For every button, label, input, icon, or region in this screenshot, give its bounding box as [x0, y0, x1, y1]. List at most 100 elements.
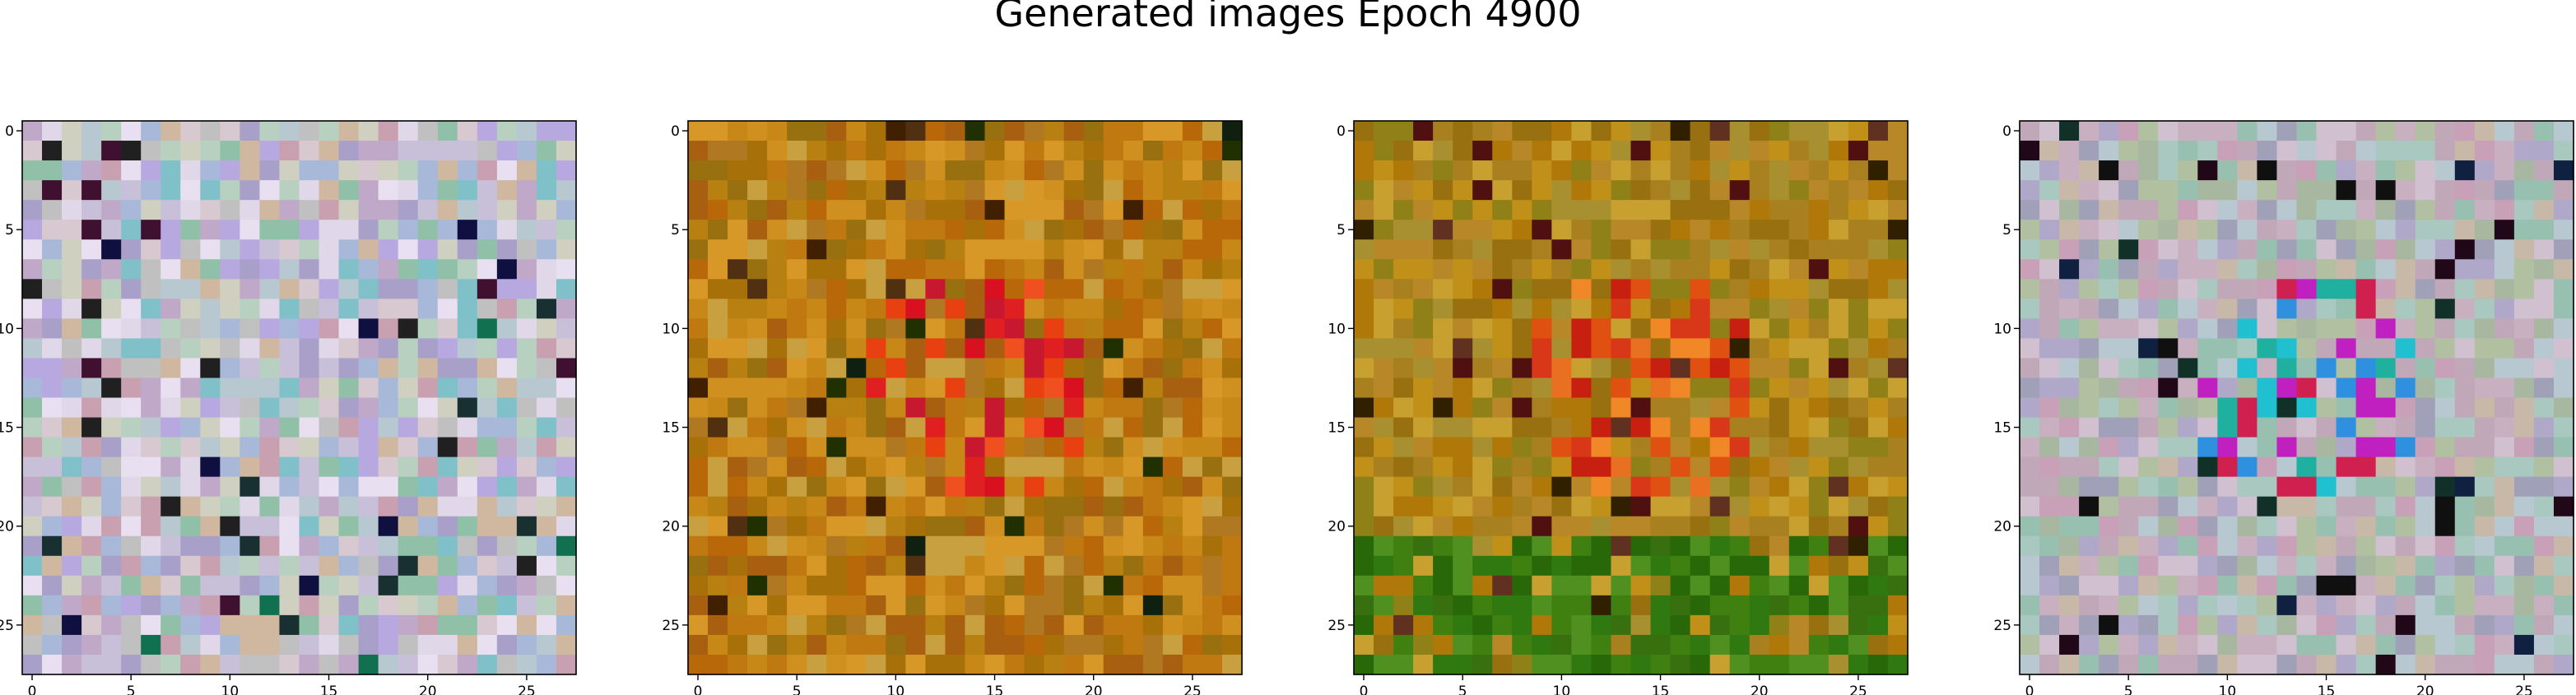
pixel: [2118, 338, 2139, 359]
pixel: [1374, 239, 1394, 260]
pixel: [160, 279, 181, 299]
pixel: [62, 220, 82, 240]
pixel: [2514, 318, 2535, 339]
pixel: [1123, 576, 1144, 596]
pixel: [2356, 497, 2377, 517]
pixel: [2416, 180, 2436, 201]
pixel: [2514, 141, 2535, 161]
pixel: [497, 338, 518, 359]
pixel: [517, 615, 537, 636]
pixel: [2337, 477, 2357, 498]
pixel: [1750, 635, 1770, 656]
pixel: [866, 279, 886, 299]
pixel: [497, 378, 518, 398]
pixel: [2059, 121, 2080, 141]
pixel: [1104, 180, 1124, 201]
pixel: [1005, 160, 1025, 181]
pixel: [767, 318, 788, 339]
pixel: [2276, 595, 2297, 616]
pixel: [2158, 318, 2178, 339]
pixel: [2217, 438, 2238, 458]
pixel: [220, 418, 240, 438]
pixel: [2039, 497, 2060, 517]
pixel: [1551, 299, 1572, 319]
pixel: [477, 556, 498, 577]
pixel: [1005, 121, 1025, 141]
pixel: [1710, 358, 1731, 378]
pixel: [497, 180, 518, 201]
pixel: [2276, 536, 2297, 557]
pixel: [1044, 655, 1065, 675]
pixel: [2118, 418, 2139, 438]
pixel: [1868, 318, 1889, 339]
pixel: [1492, 615, 1513, 636]
pixel: [1433, 418, 1453, 438]
pixel: [477, 595, 498, 616]
pixel: [1084, 259, 1104, 280]
pixel: [1005, 338, 1025, 359]
pixel: [1064, 318, 1085, 339]
pixel: [2237, 497, 2257, 517]
pixel: [418, 160, 439, 181]
pixel: [438, 318, 458, 339]
pixel: [1769, 259, 1790, 280]
pixel: [1044, 418, 1065, 438]
pixel: [477, 536, 498, 557]
pixel: [1551, 517, 1572, 537]
pixel: [1222, 635, 1243, 656]
pixel: [1710, 477, 1731, 498]
pixel: [1769, 477, 1790, 498]
pixel: [787, 477, 807, 498]
pixel: [1571, 358, 1592, 378]
pixel: [200, 517, 221, 537]
pixel: [1222, 497, 1243, 517]
pixel: [2217, 576, 2238, 596]
pixel: [1512, 497, 1532, 517]
pixel: [2276, 160, 2297, 181]
pixel: [866, 398, 886, 419]
pixel: [160, 615, 181, 636]
pixel: [300, 259, 320, 280]
pixel: [728, 338, 748, 359]
pixel: [985, 279, 1006, 299]
pixel: [1123, 299, 1144, 319]
pixel: [2020, 536, 2040, 557]
pixel: [2276, 457, 2297, 478]
pixel: [747, 318, 768, 339]
pixel: [180, 595, 201, 616]
pixel: [2455, 576, 2476, 596]
pixel: [1512, 259, 1532, 280]
pixel: [2514, 220, 2535, 240]
pixel: [398, 239, 419, 260]
pixel: [1005, 318, 1025, 339]
pixel: [1730, 418, 1751, 438]
y-tick-label: 20: [1328, 519, 1346, 535]
pixel: [2297, 457, 2318, 478]
pixel: [458, 517, 478, 537]
pixel: [965, 576, 986, 596]
pixel: [239, 457, 260, 478]
pixel: [1064, 615, 1085, 636]
pixel: [2356, 180, 2377, 201]
pixel: [2158, 477, 2178, 498]
pixel: [2158, 418, 2178, 438]
pixel: [1044, 595, 1065, 616]
pixel: [1512, 239, 1532, 260]
pixel: [1611, 398, 1631, 419]
pixel: [2416, 141, 2436, 161]
pixel: [728, 200, 748, 220]
pixel: [458, 299, 478, 319]
pixel: [239, 635, 260, 656]
pixel: [300, 595, 320, 616]
pixel: [1671, 536, 1691, 557]
pixel: [2514, 576, 2535, 596]
pixel: [2020, 318, 2040, 339]
pixel: [2276, 239, 2297, 260]
pixel: [2514, 180, 2535, 201]
pixel: [2276, 655, 2297, 675]
pixel: [1868, 556, 1889, 577]
pixel: [438, 615, 458, 636]
pixel: [1005, 279, 1025, 299]
pixel: [81, 299, 102, 319]
pixel: [2039, 477, 2060, 498]
